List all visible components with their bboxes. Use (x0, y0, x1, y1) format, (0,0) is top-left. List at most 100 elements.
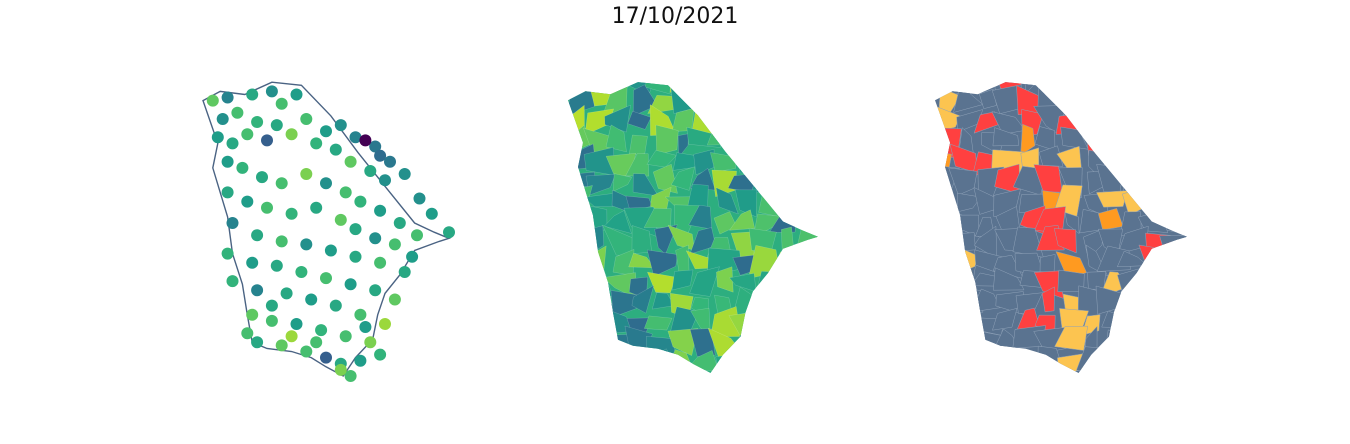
station-point (339, 186, 352, 199)
station-point (221, 186, 234, 199)
municipality-region (1144, 350, 1168, 373)
station-point (374, 204, 387, 217)
station-point (349, 131, 362, 144)
municipality-region (609, 353, 634, 373)
municipality-region (627, 349, 658, 373)
municipality-region (1104, 329, 1124, 360)
municipality-region (1082, 91, 1110, 117)
station-point (275, 235, 288, 248)
station-point (384, 155, 396, 168)
municipality-region (754, 115, 778, 134)
municipality-region (1159, 349, 1187, 371)
municipality-region (777, 174, 804, 196)
station-point (364, 336, 377, 349)
station-point (251, 116, 264, 128)
municipality-region (603, 210, 632, 234)
municipality-region (733, 85, 759, 111)
station-point (206, 94, 219, 107)
municipality-region (1159, 308, 1187, 334)
municipality-region (643, 315, 673, 331)
station-point (388, 293, 401, 306)
municipality-region (790, 167, 818, 197)
municipality-region (589, 82, 612, 94)
municipality-region (789, 285, 818, 314)
station-point (339, 330, 352, 343)
municipality-region (1016, 354, 1046, 373)
municipality-region (1124, 136, 1140, 156)
municipality-region (568, 325, 593, 357)
station-point (270, 259, 283, 272)
municipality-region (1096, 190, 1128, 208)
municipality-region (581, 327, 610, 350)
municipality-region (1119, 82, 1148, 98)
municipality-region (758, 187, 784, 218)
municipality-region (709, 152, 736, 173)
station-point (344, 155, 357, 168)
municipality-region (627, 110, 652, 130)
municipality-region (1041, 286, 1055, 313)
municipality-region (677, 133, 689, 158)
municipality-region (1159, 235, 1187, 255)
station-point (265, 314, 278, 327)
municipality-region (728, 209, 756, 231)
municipality-region (1166, 107, 1187, 130)
municipality-region (694, 87, 722, 118)
municipality-region (625, 153, 650, 177)
municipality-region (1095, 285, 1128, 315)
municipality-region (778, 82, 797, 97)
station-point (354, 195, 367, 208)
municipality-region (935, 266, 961, 300)
municipality-region (1107, 150, 1121, 170)
station-point (379, 174, 391, 187)
municipality-region (689, 328, 716, 357)
municipality-region (948, 265, 976, 298)
municipality-region (1116, 310, 1151, 337)
municipality-region (1122, 327, 1151, 359)
municipality-region (957, 192, 982, 213)
municipality-region (1102, 351, 1128, 373)
municipality-region (935, 225, 957, 259)
municipality-region (568, 351, 583, 373)
station-point (374, 348, 387, 361)
station-point (275, 339, 288, 352)
station-point (310, 201, 323, 214)
municipality-region (1038, 145, 1064, 167)
station-point (226, 217, 239, 229)
station-point (411, 229, 423, 242)
municipality-region (1055, 251, 1087, 279)
municipality-region (716, 266, 734, 293)
municipality-region (751, 350, 782, 373)
municipality-region (1122, 288, 1141, 317)
municipality-region (802, 102, 813, 134)
municipality-region (948, 308, 975, 338)
municipality-region (789, 184, 818, 219)
station-point (251, 336, 264, 349)
municipality-region (1144, 103, 1171, 135)
municipality-region (670, 166, 696, 191)
municipality-region (1138, 124, 1169, 150)
municipality-region (709, 89, 736, 115)
station-point (310, 336, 323, 349)
station-point (354, 354, 367, 367)
station-point (270, 119, 283, 132)
station-point (388, 238, 401, 251)
municipality-region (949, 82, 984, 96)
municipality-region (1146, 267, 1173, 297)
station-point (300, 345, 313, 358)
municipality-region (953, 232, 976, 252)
municipality-region (671, 269, 694, 291)
municipality-region (1143, 82, 1174, 92)
station-point (300, 168, 313, 180)
municipality-region (799, 354, 817, 370)
municipality-region (773, 124, 798, 149)
municipality-region (631, 284, 655, 314)
municipality-region (940, 211, 962, 234)
municipality-region (568, 308, 593, 340)
municipality-region (1074, 114, 1104, 132)
municipality-region (1159, 189, 1187, 212)
municipality-region (748, 82, 782, 98)
station-point (211, 131, 224, 144)
municipality-region (1063, 82, 1086, 93)
station-point (295, 266, 308, 278)
